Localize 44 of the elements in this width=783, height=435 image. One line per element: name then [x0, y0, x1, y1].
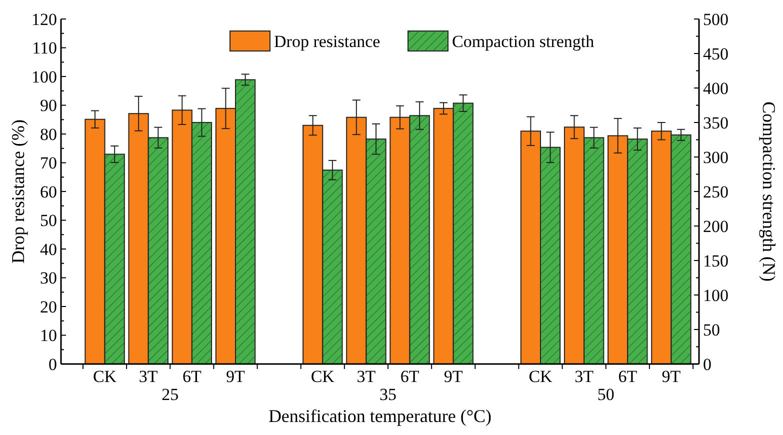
y2-tick-label: 350	[703, 113, 728, 132]
x-tick-label: 6T	[400, 367, 420, 386]
y2-tick-label: 100	[703, 286, 728, 305]
y2-tick-label: 0	[703, 354, 712, 374]
y-tick-label: 50	[40, 211, 57, 230]
y-tick-label: 0	[48, 354, 57, 374]
y-tick-label: 30	[40, 268, 57, 288]
y-tick-label: 90	[40, 96, 57, 116]
y-tick-label: 60	[40, 182, 57, 202]
x-tick-label: CK	[310, 367, 336, 386]
y-tick-label: 100	[32, 67, 57, 86]
y-tick-label: 20	[40, 297, 57, 316]
x-tick-label: 9T	[444, 367, 464, 386]
text: 50	[597, 385, 614, 404]
y2-axis-title: Compaction strength (N)	[759, 102, 779, 282]
y-tick-label: 70	[40, 154, 57, 173]
x-tick-label: 6T	[618, 367, 638, 386]
y2-tick-label: 450	[703, 44, 728, 64]
x-tick-label: 3T	[138, 367, 158, 386]
y2-tick-label: 300	[703, 148, 728, 167]
y-axis-title: Drop resistance (%)	[8, 120, 28, 264]
y-tick-label: 80	[40, 124, 57, 144]
y2-tick-label: 50	[703, 320, 720, 340]
y2-tick-label: 250	[703, 182, 728, 202]
x-axis-title: Densification temperature (°C)	[268, 406, 492, 426]
text: 35	[380, 385, 396, 404]
legend-label: Drop resistance	[274, 32, 380, 51]
y2-tick-label: 200	[703, 216, 728, 236]
y2-tick-label: 400	[703, 78, 728, 98]
x-tick-label: 9T	[226, 367, 246, 386]
x-tick-label: CK	[528, 367, 554, 386]
legend-label: Compaction strength	[452, 32, 595, 51]
text: 25	[162, 385, 179, 404]
x-tick-label: 9T	[662, 367, 682, 386]
y-tick-label: 10	[40, 326, 57, 346]
y-tick-label: 40	[40, 240, 57, 259]
y-tick-label: 120	[32, 10, 57, 29]
y2-tick-label: 500	[703, 10, 728, 29]
y2-tick-label: 150	[703, 251, 728, 270]
y-tick-label: 110	[32, 38, 57, 58]
x-tick-label: CK	[92, 367, 118, 386]
x-tick-label: 6T	[182, 367, 202, 386]
x-tick-label: 3T	[356, 367, 376, 386]
x-tick-label: 3T	[574, 367, 594, 386]
